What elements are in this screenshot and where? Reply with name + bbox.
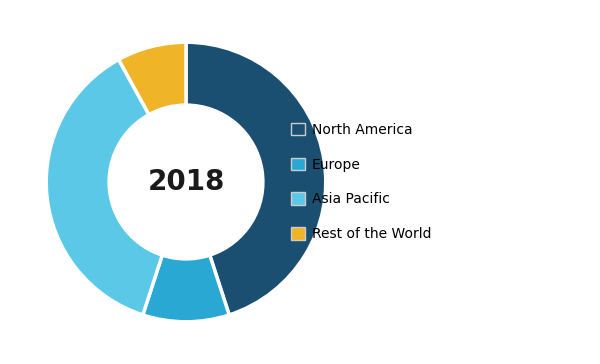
Wedge shape	[186, 42, 326, 315]
Wedge shape	[119, 42, 186, 115]
Wedge shape	[46, 59, 162, 315]
Legend: North America, Europe, Asia Pacific, Rest of the World: North America, Europe, Asia Pacific, Res…	[291, 123, 431, 241]
Wedge shape	[143, 255, 229, 322]
Text: 2018: 2018	[148, 168, 224, 196]
